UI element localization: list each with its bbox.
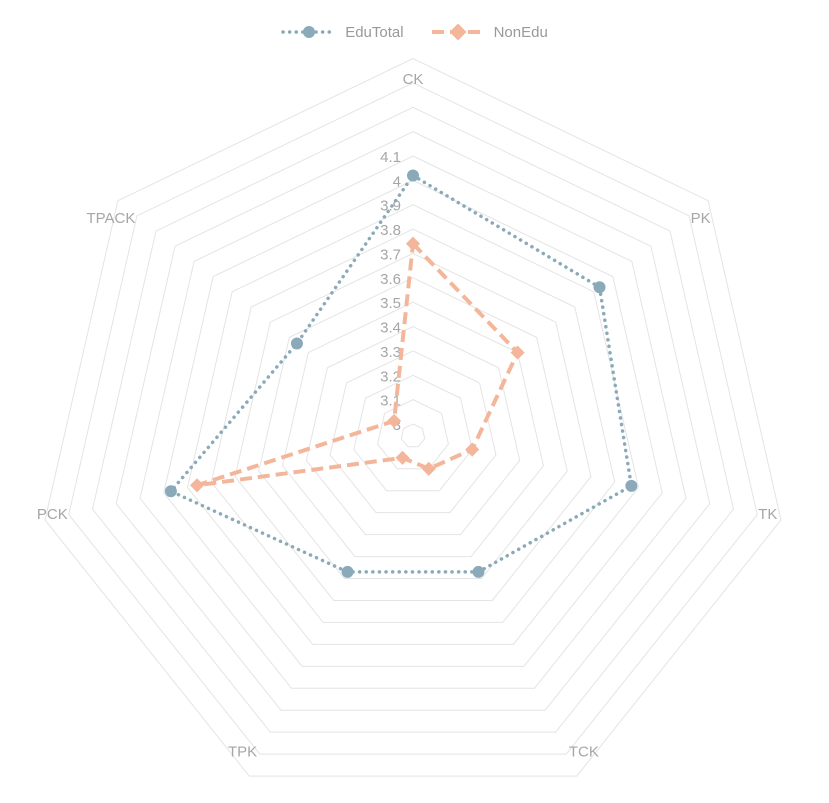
- axis-label-tpk: TPK: [228, 743, 257, 760]
- radar-grid-ring: [305, 325, 521, 536]
- radar-grid-ring: [281, 301, 545, 558]
- data-point-edutotal-ck: [407, 169, 419, 182]
- radar-grid-ring: [377, 399, 449, 470]
- axis-label-pk: PK: [691, 210, 711, 227]
- data-point-edutotal-pk: [593, 281, 606, 294]
- data-point-nonedu-tpk: [395, 450, 410, 465]
- legend-swatch-edutotal: [281, 26, 337, 38]
- radial-tick-label: 3: [393, 417, 401, 434]
- radar-grid-ring: [139, 155, 687, 689]
- series-line-nonedu: [195, 241, 520, 488]
- data-point-nonedu-ck: [405, 236, 421, 251]
- data-point-nonedu-tpack: [387, 413, 402, 428]
- legend: EduTotal NonEdu: [0, 18, 829, 46]
- axis-label-ck: CK: [403, 71, 424, 88]
- data-point-nonedu-pk: [510, 345, 525, 360]
- radial-tick-label: 3.4: [380, 320, 401, 337]
- legend-label-nonedu: NonEdu: [493, 23, 548, 41]
- radial-tick-labels: 33.13.23.33.43.53.63.73.83.944.1: [380, 149, 401, 434]
- axis-label-tpack: TPACK: [86, 210, 135, 227]
- axis-label-tck: TCK: [569, 743, 599, 760]
- axis-labels: CK PK TK TCK TPK PCK TPACK: [37, 71, 777, 760]
- series-nonedu: [189, 236, 525, 493]
- radar-grid-ring: [400, 423, 426, 448]
- legend-item-nonedu[interactable]: NonEdu: [430, 24, 548, 41]
- radial-tick-label: 4.1: [380, 149, 401, 166]
- radar-grid-ring: [186, 204, 640, 645]
- data-point-edutotal-tpk: [341, 565, 354, 578]
- radar-grid-ring: [329, 350, 497, 514]
- radar-grid-ring: [91, 106, 735, 733]
- radar-grid-ring: [115, 131, 711, 711]
- axis-label-pck: PCK: [37, 506, 68, 523]
- radial-tick-label: 3.6: [380, 271, 401, 288]
- radar-grid-ring: [44, 57, 782, 777]
- radar-grid-ring: [210, 228, 616, 623]
- radial-tick-label: 3.2: [380, 368, 401, 385]
- radar-grid: [44, 57, 782, 777]
- legend-label-edutotal: EduTotal: [345, 23, 404, 41]
- data-point-edutotal-tk: [625, 479, 638, 492]
- series-line-edutotal: [169, 173, 634, 574]
- radar-grid-ring: [68, 82, 758, 755]
- data-point-edutotal-tck: [472, 565, 485, 578]
- radial-tick-label: 3.5: [380, 295, 401, 312]
- legend-swatch-nonedu: [431, 24, 484, 40]
- radar-grid-ring: [163, 179, 663, 667]
- axis-label-tk: TK: [758, 506, 777, 523]
- data-point-edutotal-tpack: [290, 337, 303, 350]
- data-point-nonedu-tck: [421, 461, 436, 476]
- data-point-nonedu-tk: [465, 442, 480, 457]
- data-point-nonedu-pck: [189, 478, 205, 493]
- legend-item-edutotal[interactable]: EduTotal: [281, 23, 404, 41]
- series-edutotal: [164, 169, 638, 578]
- radial-tick-label: 3.3: [380, 344, 401, 361]
- radial-tick-label: 3.7: [380, 246, 401, 263]
- radar-grid-ring: [353, 374, 473, 492]
- data-point-edutotal-pck: [164, 485, 177, 498]
- radial-tick-label: 3.8: [380, 222, 401, 239]
- radar-grid-ring: [258, 277, 568, 580]
- radar-grid-ring: [234, 252, 592, 601]
- radial-tick-label: 4: [393, 173, 401, 190]
